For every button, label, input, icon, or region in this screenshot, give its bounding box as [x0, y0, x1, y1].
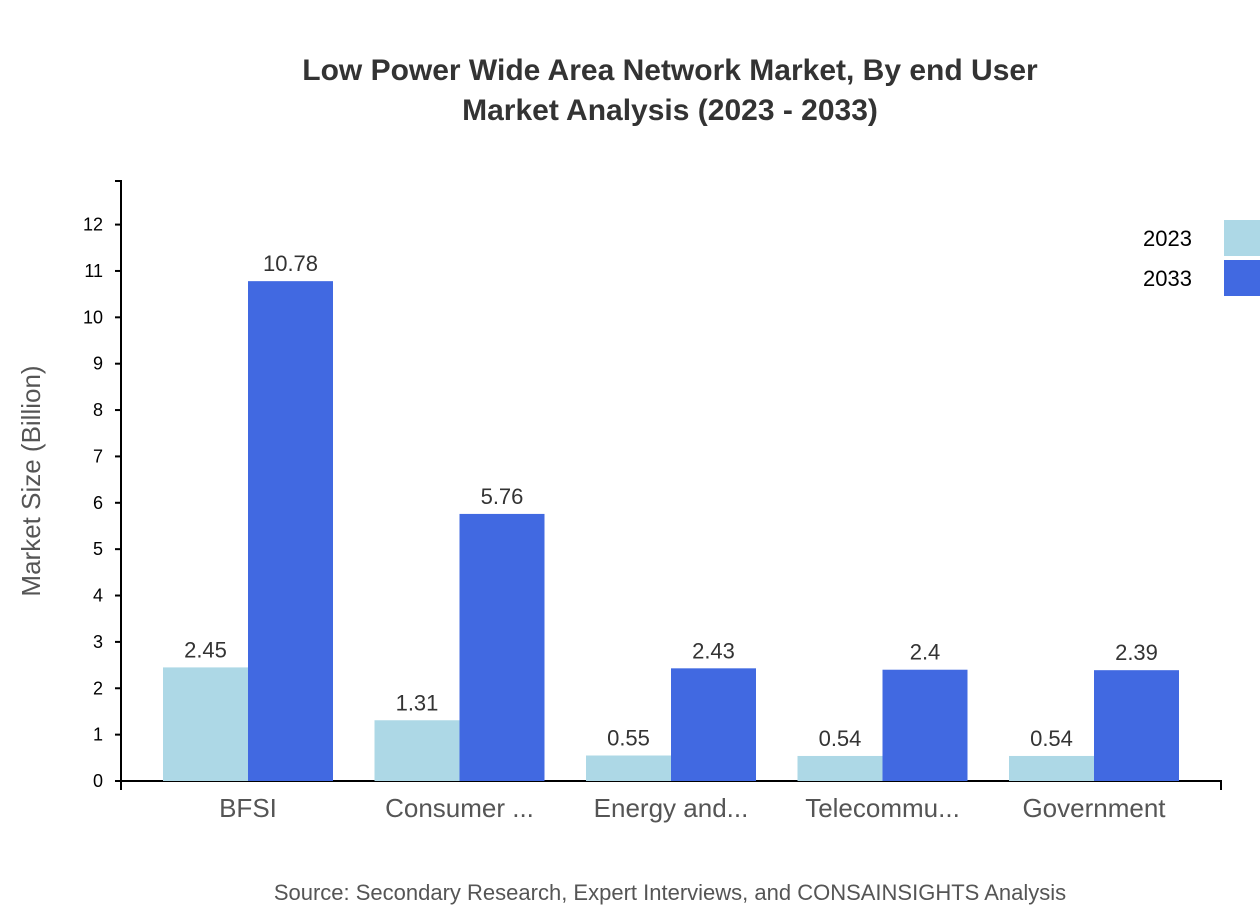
data-label: 10.78 [263, 251, 318, 276]
bar-2033 [1094, 670, 1179, 781]
legend-swatch-2023 [1224, 220, 1260, 256]
y-tick-label: 5 [93, 539, 103, 559]
bar-2023 [1009, 755, 1094, 781]
data-label: 2.45 [184, 637, 227, 662]
bar-2023 [374, 720, 460, 781]
y-tick-label: 1 [93, 725, 103, 745]
legend-swatch-2033 [1224, 260, 1260, 296]
y-axis-label: Market Size (Billion) [16, 365, 46, 596]
bar-2033 [671, 668, 756, 781]
data-label: 0.54 [819, 726, 862, 751]
bar-2023 [163, 667, 248, 781]
x-tick-label: Government [1022, 793, 1166, 823]
bar-2023 [797, 755, 883, 781]
data-label: 5.76 [481, 484, 524, 509]
x-tick-label: Telecommu... [805, 793, 960, 823]
y-tick-label: 7 [93, 446, 103, 466]
y-tick-label: 4 [93, 586, 103, 606]
x-tick-label: Consumer ... [385, 793, 534, 823]
legend-label: 2033 [1143, 266, 1192, 291]
x-tick-label: Energy and... [594, 793, 749, 823]
legend: 2023 2033 [1143, 220, 1260, 296]
data-label: 2.4 [910, 640, 941, 665]
y-tick-label: 10 [83, 307, 103, 327]
bar-2033 [248, 281, 333, 781]
y-tick-label: 11 [84, 261, 103, 281]
data-label: 2.39 [1115, 640, 1158, 665]
y-tick-label: 6 [93, 493, 103, 513]
data-label: 1.31 [396, 690, 439, 715]
bar-2023 [586, 755, 671, 781]
data-label: 0.54 [1030, 726, 1073, 751]
legend-label: 2023 [1143, 226, 1192, 251]
y-tick-label: 9 [93, 354, 103, 374]
y-tick-label: 8 [93, 400, 103, 420]
y-tick-label: 2 [93, 678, 103, 698]
x-axis-line [120, 780, 1222, 790]
y-tick-label: 12 [83, 215, 103, 235]
data-label: 2.43 [692, 638, 735, 663]
bar-2033 [459, 513, 545, 781]
bar-2033 [882, 669, 968, 781]
x-axis: BFSI Consumer ... Energy and... Telecommu..… [120, 780, 1222, 823]
y-tick-label: 0 [93, 771, 103, 791]
source-note: Source: Secondary Research, Expert Inter… [274, 880, 1066, 905]
chart-title-line1: Low Power Wide Area Network Market, By e… [302, 54, 1038, 87]
x-tick-label: BFSI [219, 793, 277, 823]
chart-title-line2: Market Analysis (2023 - 2033) [462, 94, 878, 127]
bars: 2.45 10.78 1.31 5.76 0.55 2.43 0.54 2.4 0.54 2.39 [163, 251, 1179, 781]
y-tick-label: 3 [93, 632, 103, 652]
data-label: 0.55 [607, 725, 650, 750]
